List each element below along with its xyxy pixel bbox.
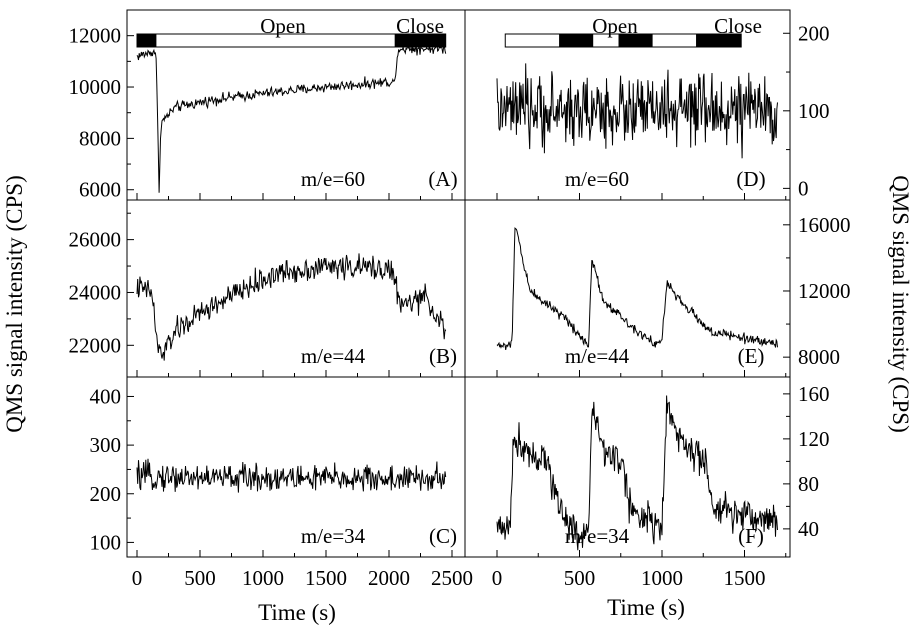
x-tick-label: 0 bbox=[492, 566, 503, 590]
panel-label-B: (B) bbox=[429, 344, 457, 368]
y-tick-label: 16000 bbox=[798, 213, 851, 237]
x-tick-label: 0 bbox=[132, 566, 143, 590]
valve-close-label: Close bbox=[714, 14, 762, 38]
valve-close-label: Close bbox=[396, 14, 444, 38]
x-axis-label-left: Time (s) bbox=[258, 600, 336, 625]
y-tick-label: 26000 bbox=[69, 228, 122, 252]
mass-label-B: m/e=44 bbox=[301, 344, 366, 368]
mass-label-D: m/e=60 bbox=[565, 167, 629, 191]
mass-label-A: m/e=60 bbox=[301, 167, 365, 191]
valve-bar-close-segment bbox=[136, 33, 157, 48]
y-tick-label: 120 bbox=[798, 427, 830, 451]
x-tick-label: 500 bbox=[564, 566, 596, 590]
x-tick-label: 2500 bbox=[431, 566, 473, 590]
panel-F: 40 80 120 160 0 500 1000 1500 m/e=34 (F) bbox=[464, 376, 830, 590]
x-tick-label: 1500 bbox=[724, 566, 766, 590]
mass-label-E: m/e=44 bbox=[565, 344, 630, 368]
valve-open-label: Open bbox=[592, 14, 638, 38]
valve-bar-close-segment bbox=[559, 33, 594, 48]
valve-bar-close-segment bbox=[394, 33, 447, 48]
x-tick-label: 500 bbox=[184, 566, 216, 590]
y-tick-label: 6000 bbox=[79, 178, 121, 202]
data-line-A bbox=[136, 42, 447, 193]
y-tick-label: 8000 bbox=[798, 345, 840, 369]
panel-label-F: (F) bbox=[738, 524, 764, 548]
y-tick-label: 100 bbox=[90, 530, 122, 554]
valve-open-label: Open bbox=[260, 14, 306, 38]
y-tick-label: 200 bbox=[90, 482, 122, 506]
panel-label-C: (C) bbox=[429, 524, 457, 548]
data-line-B bbox=[136, 253, 447, 361]
y-tick-label: 22000 bbox=[69, 333, 122, 357]
y-tick-label: 10000 bbox=[69, 75, 122, 99]
panel-label-D: (D) bbox=[736, 167, 765, 191]
valve-bar-close-segment bbox=[696, 33, 742, 48]
y-tick-label: 200 bbox=[798, 21, 830, 45]
data-line-E bbox=[496, 227, 778, 350]
y-tick-label: 12000 bbox=[798, 279, 851, 303]
mass-label-C: m/e=34 bbox=[301, 524, 366, 548]
y-tick-label: 40 bbox=[798, 517, 819, 541]
y-tick-label: 400 bbox=[90, 384, 122, 408]
y-tick-label: 12000 bbox=[69, 24, 122, 48]
x-tick-label: 2000 bbox=[368, 566, 410, 590]
data-line-D bbox=[496, 63, 778, 159]
x-tick-label: 1000 bbox=[641, 566, 683, 590]
valve-bar-open-segment bbox=[504, 33, 561, 48]
panel-frame-F bbox=[464, 376, 791, 558]
y-tick-label: 8000 bbox=[79, 126, 121, 150]
y-axis-label-right: QMS signal intensity (CPS) bbox=[888, 175, 912, 433]
x-tick-label: 1500 bbox=[305, 566, 347, 590]
panel-frame-B bbox=[126, 199, 466, 378]
x-tick-label: 1000 bbox=[242, 566, 284, 590]
panel-frame-C bbox=[126, 376, 466, 558]
data-line-F bbox=[496, 395, 778, 551]
panel-E: 8000 12000 16000 m/e=44 (E) bbox=[464, 199, 851, 378]
y-tick-label: 160 bbox=[798, 382, 830, 406]
y-tick-label: 300 bbox=[90, 433, 122, 457]
panel-B: 22000 24000 26000 m/e=44 (B) bbox=[69, 199, 466, 378]
mass-label-F: m/e=34 bbox=[565, 524, 630, 548]
y-tick-label: 100 bbox=[798, 99, 830, 123]
panel-label-E: (E) bbox=[738, 344, 765, 368]
valve-bar-open-segment bbox=[651, 33, 698, 48]
y-tick-label: 80 bbox=[798, 472, 819, 496]
y-tick-label: 0 bbox=[798, 176, 809, 200]
panel-C: 100 200 300 400 0 500 1000 1500 2000 2500 m/e=34 (C… bbox=[90, 376, 473, 590]
y-tick-label: 24000 bbox=[69, 280, 122, 304]
x-axis-label-right: Time (s) bbox=[607, 595, 685, 620]
panel-label-A: (A) bbox=[428, 167, 457, 191]
panel-A: 6000 8000 10000 12000 Open Close m/e=60 (A) bbox=[69, 9, 466, 202]
y-axis-label-left: QMS signal intensity (CPS) bbox=[2, 175, 27, 433]
panel-D: 0 100 200 Open Close m/e=60 (D) bbox=[464, 9, 830, 201]
data-line-C bbox=[136, 458, 447, 493]
